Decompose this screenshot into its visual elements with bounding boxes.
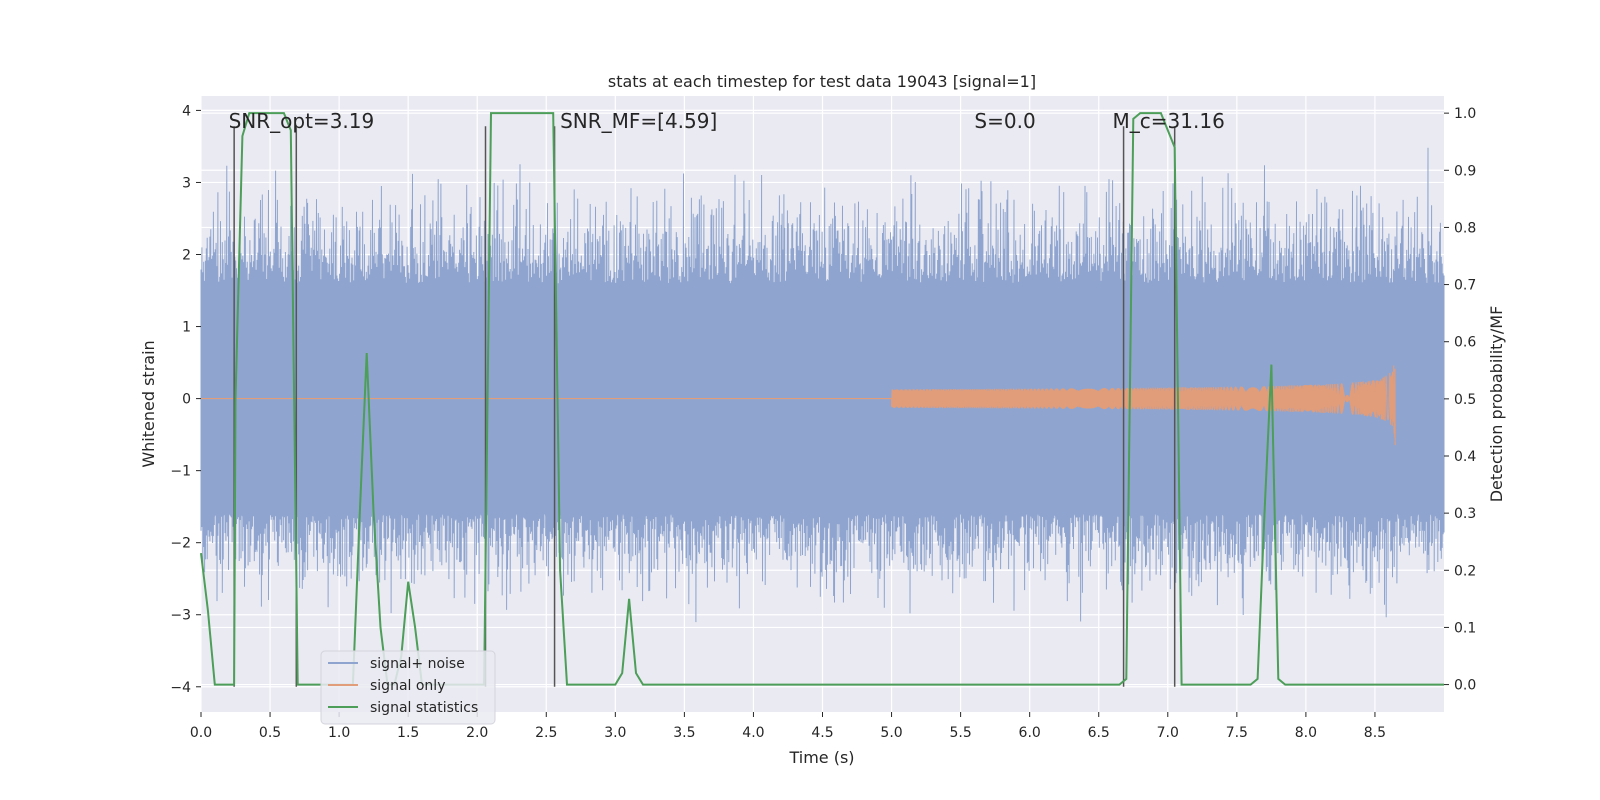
y-axis-ticks: −4 −3 −2 −1 0 1 2 3 4 — [170, 103, 201, 696]
x-tick-label-10: 5.0 — [880, 725, 902, 741]
annotation-2: S=0.0 — [974, 109, 1035, 133]
signal-only-series — [201, 365, 1396, 446]
annotation-3: M_c=31.16 — [1113, 109, 1225, 133]
x-tick-label-0: 0.0 — [190, 725, 212, 741]
y-tick-label-2: −2 — [170, 536, 191, 552]
signal-only-line — [201, 365, 1396, 446]
y-right-tick-label-3: 0.3 — [1454, 506, 1476, 522]
annotation-0: SNR_opt=3.19 — [229, 109, 375, 133]
x-axis-label: Time (s) — [788, 748, 854, 767]
x-tick-label-1: 0.5 — [259, 725, 281, 741]
y-tick-label-5: 1 — [182, 320, 191, 336]
y-axis-label: Whitened strain — [139, 340, 158, 467]
annotations: SNR_opt=3.19 SNR_MF=[4.59] S=0.0 M_c=31.16 — [229, 109, 1225, 133]
x-tick-label-15: 7.5 — [1226, 725, 1248, 741]
legend-label-signal-only: signal only — [370, 678, 445, 694]
y-right-tick-label-0: 0.0 — [1454, 678, 1476, 694]
x-tick-label-17: 8.5 — [1364, 725, 1386, 741]
x-tick-label-2: 1.0 — [328, 725, 350, 741]
y-tick-label-4: 0 — [182, 392, 191, 408]
y-axis-right-label: Detection probability/MF — [1487, 306, 1506, 503]
y-tick-label-8: 4 — [182, 103, 191, 119]
x-tick-label-9: 4.5 — [811, 725, 833, 741]
x-axis-ticks: 0.0 0.5 1.0 1.5 2.0 2.5 3.0 3.5 4.0 4.5 5.0 5.5 6.0 6… — [190, 712, 1386, 741]
legend-label-signal-noise: signal+ noise — [370, 656, 465, 672]
y-right-tick-label-7: 0.7 — [1454, 278, 1476, 294]
x-tick-label-16: 8.0 — [1295, 725, 1317, 741]
y-right-tick-label-5: 0.5 — [1454, 392, 1476, 408]
y-tick-label-3: −1 — [170, 464, 191, 480]
y-right-tick-label-1: 0.1 — [1454, 620, 1476, 636]
y-right-tick-label-9: 0.9 — [1454, 163, 1476, 179]
legend-box — [320, 650, 496, 725]
x-tick-label-6: 3.0 — [604, 725, 626, 741]
y-right-tick-label-4: 0.4 — [1454, 449, 1476, 465]
y-right-tick-label-10: 1.0 — [1454, 106, 1476, 122]
x-tick-label-5: 2.5 — [535, 725, 557, 741]
x-tick-label-3: 1.5 — [397, 725, 419, 741]
x-tick-label-13: 6.5 — [1088, 725, 1110, 741]
y-tick-label-0: −4 — [170, 680, 191, 696]
x-tick-label-11: 5.5 — [949, 725, 971, 741]
legend: signal+ noise signal only signal statist… — [320, 650, 496, 725]
y-tick-label-6: 2 — [182, 248, 191, 264]
chart-title: stats at each timestep for test data 190… — [608, 72, 1036, 91]
y-right-tick-label-2: 0.2 — [1454, 563, 1476, 579]
x-tick-label-7: 3.5 — [673, 725, 695, 741]
annotation-1: SNR_MF=[4.59] — [560, 109, 717, 133]
y-tick-label-1: −3 — [170, 608, 191, 624]
x-tick-label-14: 7.0 — [1157, 725, 1179, 741]
legend-label-signal-statistics: signal statistics — [370, 700, 478, 716]
y-right-tick-label-8: 0.8 — [1454, 220, 1476, 236]
x-tick-label-4: 2.0 — [466, 725, 488, 741]
y-right-tick-label-6: 0.6 — [1454, 335, 1476, 351]
y-tick-label-7: 3 — [182, 175, 191, 191]
y-axis-right-ticks: 0.0 0.1 0.2 0.3 0.4 0.5 0.6 0.7 0.8 0.9 1.0 — [1444, 106, 1476, 694]
x-tick-label-8: 4.0 — [742, 725, 764, 741]
x-tick-label-12: 6.0 — [1019, 725, 1041, 741]
